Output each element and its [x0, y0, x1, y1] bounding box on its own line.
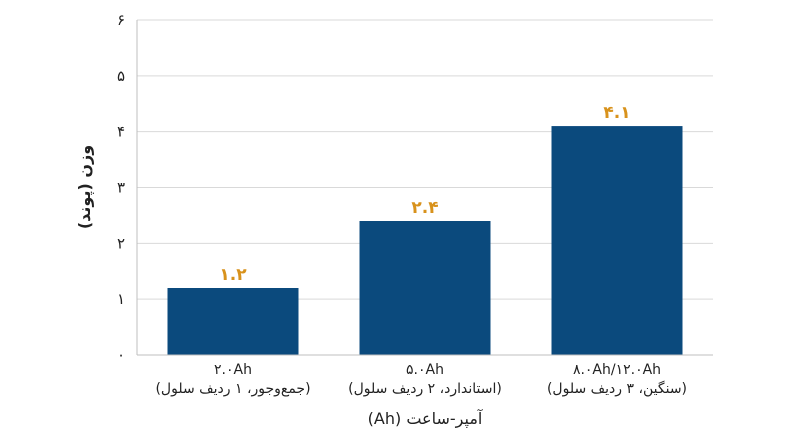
- y-axis-ticks: ۰ ۱ ۲ ۳ ۴ ۵ ۶: [117, 11, 125, 364]
- x-axis-categories: ۲.۰Ah (جمع‌وجور، ۱ ردیف سلول) ۵.۰Ah (استاند…: [155, 362, 687, 397]
- y-tick-label: ۰: [117, 346, 125, 364]
- y-axis-title: وزن (پوند): [75, 145, 95, 229]
- bar: [551, 126, 683, 355]
- bars: [167, 126, 683, 355]
- data-label: ۲.۴: [411, 198, 438, 218]
- data-labels: ۱.۲ ۲.۴ ۴.۱: [219, 103, 630, 285]
- y-tick-label: ۳: [117, 179, 125, 197]
- y-tick-label: ۶: [117, 11, 125, 29]
- y-tick-label: ۲: [117, 234, 125, 252]
- x-category-sublabel: (استاندارد، ۲ ردیف سلول): [348, 381, 502, 397]
- bar: [359, 221, 491, 355]
- bar: [167, 288, 299, 355]
- x-axis-title: آمپر-ساعت (Ah): [368, 409, 484, 429]
- data-label: ۱.۲: [219, 265, 247, 285]
- x-category-label: ۲.۰Ah: [214, 362, 252, 378]
- x-category-sublabel: (سنگین، ۳ ردیف سلول): [547, 380, 687, 397]
- y-tick-label: ۴: [117, 123, 125, 141]
- y-tick-label: ۵: [117, 67, 125, 85]
- y-tick-label: ۱: [117, 290, 125, 308]
- data-label: ۴.۱: [603, 103, 630, 123]
- x-category-sublabel: (جمع‌وجور، ۱ ردیف سلول): [155, 381, 310, 397]
- x-category-label: ۵.۰Ah: [406, 362, 444, 378]
- x-category-label: ۸.۰Ah/۱۲.۰Ah: [573, 362, 661, 378]
